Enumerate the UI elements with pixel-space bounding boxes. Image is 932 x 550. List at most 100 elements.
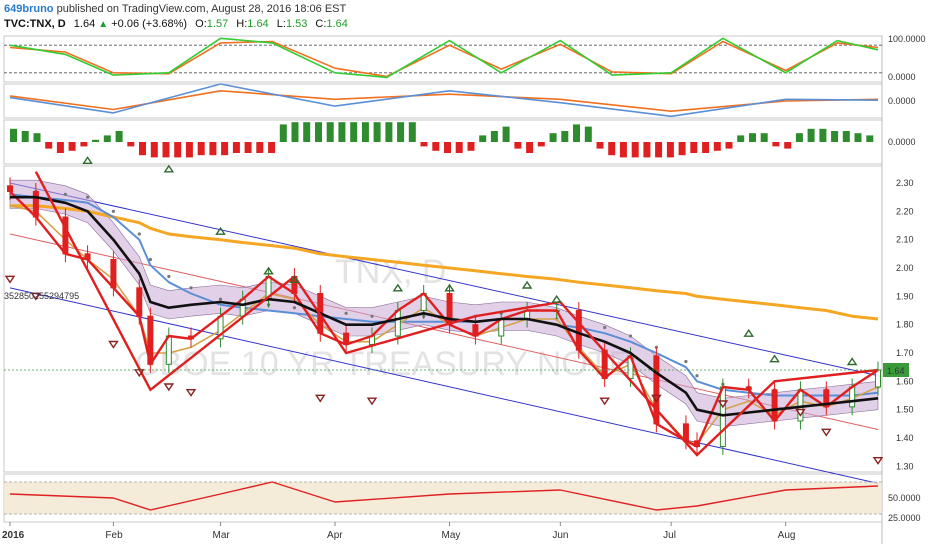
candle-body <box>394 310 401 337</box>
fractal-down-marker <box>108 340 119 349</box>
rsi-band <box>4 482 882 514</box>
histogram-bar <box>678 142 686 156</box>
up-arrow-icon: ▲ <box>98 19 109 30</box>
fractal-down-marker <box>599 397 610 406</box>
baseline-dot <box>370 314 374 318</box>
baseline-dot <box>86 195 90 199</box>
publish-line: 649bruno published on TradingView.com, A… <box>4 2 928 17</box>
baseline-dot <box>684 359 688 364</box>
histogram-bar <box>279 124 287 142</box>
baseline-dot <box>218 297 223 301</box>
baseline-dot <box>344 311 348 315</box>
author-link[interactable]: 649bruno <box>4 3 54 15</box>
x-tick-label: May <box>442 530 461 541</box>
histogram-bar <box>596 142 604 149</box>
histogram-bar <box>842 131 850 142</box>
histogram-bar <box>666 142 674 158</box>
histogram-bar <box>631 142 639 158</box>
histogram-bar <box>655 142 663 158</box>
histogram-bar <box>643 142 651 158</box>
histogram-bar <box>291 122 299 142</box>
channel-upper-line <box>9 182 879 377</box>
histogram-bar <box>619 142 627 158</box>
histogram-bar <box>584 126 592 142</box>
symbol-label: TVC:TNX, D <box>4 18 66 30</box>
price-tick-label: 1.40 <box>896 433 914 443</box>
price-change: +0.06 (+3.68%) <box>111 18 188 30</box>
histogram-bar <box>80 142 88 147</box>
histogram-bar <box>866 135 874 142</box>
fractal-up-marker <box>743 328 755 337</box>
histogram-bar <box>174 142 182 158</box>
histogram-bar <box>256 142 264 153</box>
baseline-dot <box>148 257 152 262</box>
histogram-bar <box>561 131 569 142</box>
histogram-bar <box>702 142 710 153</box>
ma-blue-line <box>9 193 879 397</box>
x-tick-label: Mar <box>213 530 231 541</box>
stoch-k-line <box>9 37 879 79</box>
watermark-title: CBOE 10 YR TREASURY NOTE <box>135 345 631 383</box>
histogram-bar <box>373 122 381 142</box>
histogram-bar <box>502 126 510 142</box>
histogram-bar <box>432 142 440 151</box>
histogram-bar <box>33 133 41 142</box>
baseline-dot <box>654 345 659 349</box>
fractal-up-marker <box>263 266 274 275</box>
high-label: H: <box>236 18 248 30</box>
price-tick-label: 1.50 <box>896 405 914 415</box>
baseline-dot <box>111 209 115 213</box>
candle-body <box>7 185 13 192</box>
baseline-dot <box>628 334 633 338</box>
x-tick-label: Aug <box>778 530 796 541</box>
x-tick-label: Jun <box>552 530 568 541</box>
histogram-bar <box>68 142 76 151</box>
candle-body <box>110 259 117 289</box>
histogram-bar <box>397 122 405 142</box>
histogram-bar <box>361 122 369 142</box>
histogram-bar <box>197 142 205 156</box>
low-value: 1.53 <box>285 18 308 30</box>
histogram-bar <box>819 128 827 142</box>
histogram-bar <box>526 142 534 153</box>
price-tick-label: 1.90 <box>896 291 914 301</box>
histogram-bar <box>749 133 756 142</box>
histogram-bar <box>514 142 522 149</box>
fractal-down-marker <box>872 456 884 465</box>
histogram-bar <box>303 122 311 142</box>
baseline-dot <box>603 325 607 330</box>
baseline-dot <box>292 306 296 310</box>
rsi-tick-label: 50.0000 <box>888 493 921 503</box>
histogram-bar <box>315 122 322 142</box>
open-value: 1.57 <box>206 18 229 30</box>
close-value: 1.64 <box>326 18 348 30</box>
histogram-bar <box>326 122 334 142</box>
price-tick-label: 2.00 <box>896 263 914 273</box>
fractal-down-marker <box>314 394 326 403</box>
x-tick-label: Feb <box>105 530 123 541</box>
baseline-dot <box>695 374 699 378</box>
histogram-bar <box>537 142 545 147</box>
histogram-bar <box>784 142 792 149</box>
histogram-bar <box>350 122 358 142</box>
candle-body <box>575 310 582 351</box>
price-tick-label: 1.30 <box>896 461 914 471</box>
fractal-down-marker <box>366 397 378 406</box>
histogram-bar <box>268 142 276 153</box>
fractal-down-marker <box>163 383 175 392</box>
histogram-bar <box>221 142 229 156</box>
baseline-dot <box>167 274 171 279</box>
histogram-bar <box>807 128 815 142</box>
baseline-dot <box>189 286 193 290</box>
chart-header: 649bruno published on TradingView.com, A… <box>4 2 928 32</box>
histogram-bar <box>385 122 393 142</box>
histogram-bar <box>795 133 803 142</box>
baseline-dot <box>63 192 67 196</box>
histogram-bar <box>608 142 616 156</box>
fractal-down-marker <box>795 408 806 417</box>
histogram-bar <box>92 139 100 142</box>
fractal-up-marker <box>551 294 562 303</box>
histogram-bar <box>831 131 839 142</box>
histogram-bar <box>10 128 17 142</box>
